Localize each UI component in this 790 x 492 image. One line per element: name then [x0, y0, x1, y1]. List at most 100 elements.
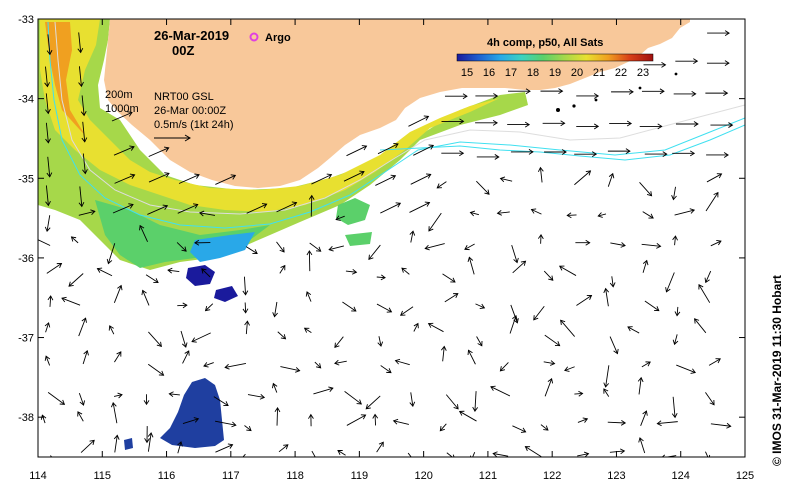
- current-vector-head: [246, 425, 252, 432]
- current-vector: [71, 236, 79, 244]
- current-vector-head: [83, 349, 89, 356]
- current-vector-head: [479, 303, 486, 309]
- x-tick-label: 122: [543, 470, 561, 482]
- current-vector-head: [603, 382, 610, 388]
- current-vector-head: [656, 420, 662, 427]
- current-vector: [410, 174, 431, 185]
- current-vector: [45, 66, 48, 87]
- current-vector-head: [428, 226, 434, 232]
- current-vector-head: [317, 463, 321, 468]
- current-vector-head: [642, 259, 649, 266]
- current-vector-head: [337, 450, 343, 455]
- current-vector: [567, 214, 577, 216]
- current-vector-head: [242, 308, 249, 314]
- current-vector: [191, 332, 211, 343]
- current-vector-head: [723, 152, 729, 158]
- current-vector-head: [585, 239, 591, 246]
- current-vector: [474, 391, 477, 412]
- current-vector-head: [61, 296, 67, 303]
- current-vector: [113, 394, 123, 397]
- colorbar-tick-label: 19: [549, 67, 561, 79]
- current-vector: [109, 325, 115, 335]
- map-hour: 00Z: [172, 43, 194, 58]
- current-vector-head: [127, 111, 133, 117]
- current-vector: [410, 231, 414, 243]
- current-vector: [560, 319, 575, 337]
- current-vector-head: [204, 305, 211, 312]
- current-vector-head: [108, 325, 114, 331]
- current-vector: [705, 451, 709, 457]
- current-vector-head: [499, 366, 506, 372]
- current-vector-head: [585, 170, 592, 176]
- current-vector-head: [513, 318, 519, 324]
- current-vector: [245, 321, 248, 335]
- current-vector: [607, 173, 614, 187]
- current-vector-head: [528, 149, 534, 155]
- current-vector: [205, 303, 214, 311]
- current-vector: [112, 204, 134, 214]
- current-vector: [641, 243, 661, 247]
- current-vector-head: [280, 264, 286, 271]
- current-vector-head: [537, 166, 544, 173]
- current-vector: [148, 147, 169, 157]
- current-vector-head: [662, 151, 668, 157]
- current-vector-head: [315, 246, 322, 252]
- current-vector-head: [459, 118, 465, 125]
- current-vector-head: [203, 362, 209, 368]
- current-vector-head: [512, 314, 518, 321]
- current-vector: [314, 361, 321, 369]
- current-vector: [605, 365, 610, 388]
- current-vector-head: [440, 345, 447, 351]
- x-tick-label: 117: [222, 470, 240, 482]
- current-vector: [409, 202, 430, 213]
- current-vector-head: [46, 49, 53, 56]
- current-vector-head: [477, 341, 483, 347]
- current-vector-head: [335, 215, 341, 221]
- x-tick-label: 121: [479, 470, 497, 482]
- current-vector-head: [392, 418, 399, 425]
- current-vector-head: [424, 201, 431, 207]
- current-vector: [114, 435, 118, 453]
- current-vector-head: [45, 138, 51, 144]
- island: [674, 72, 678, 76]
- current-vector-head: [608, 172, 615, 179]
- current-vector-head: [395, 202, 402, 208]
- current-vector-head: [116, 351, 122, 357]
- current-vector-head: [106, 258, 113, 265]
- current-vector-head: [334, 359, 340, 366]
- current-vector: [576, 295, 592, 306]
- current-vector: [497, 211, 510, 214]
- current-vector: [280, 366, 300, 372]
- current-vector-head: [724, 60, 730, 67]
- current-vector-head: [128, 203, 134, 209]
- current-vector: [147, 363, 164, 376]
- current-vector: [490, 386, 511, 397]
- current-vector: [142, 290, 150, 306]
- current-vector-head: [582, 417, 589, 423]
- current-vector: [468, 350, 476, 365]
- current-vector: [368, 244, 381, 260]
- current-vector-head: [308, 194, 315, 200]
- current-vector: [375, 175, 396, 186]
- current-vector-head: [690, 368, 697, 374]
- current-vector-head: [46, 172, 53, 178]
- y-tick-label: -36: [18, 253, 34, 265]
- current-vector: [46, 215, 51, 232]
- current-vector-head: [694, 318, 700, 324]
- current-vector: [334, 336, 344, 348]
- scale-label: 0.5m/s (1kt 24h): [154, 119, 233, 131]
- isobath-200m: [54, 21, 745, 215]
- current-vector: [428, 323, 444, 333]
- x-tick-label: 120: [414, 470, 432, 482]
- current-vector-head: [409, 230, 416, 236]
- current-vector: [225, 363, 247, 368]
- y-tick-label: -37: [18, 333, 34, 345]
- current-vector: [413, 145, 434, 156]
- current-vector-head: [453, 293, 459, 299]
- current-vector: [47, 156, 51, 177]
- current-vector-head: [564, 366, 570, 372]
- current-vector: [61, 297, 81, 306]
- scale-arrow-icon: [154, 134, 191, 142]
- current-vector-head: [259, 393, 266, 400]
